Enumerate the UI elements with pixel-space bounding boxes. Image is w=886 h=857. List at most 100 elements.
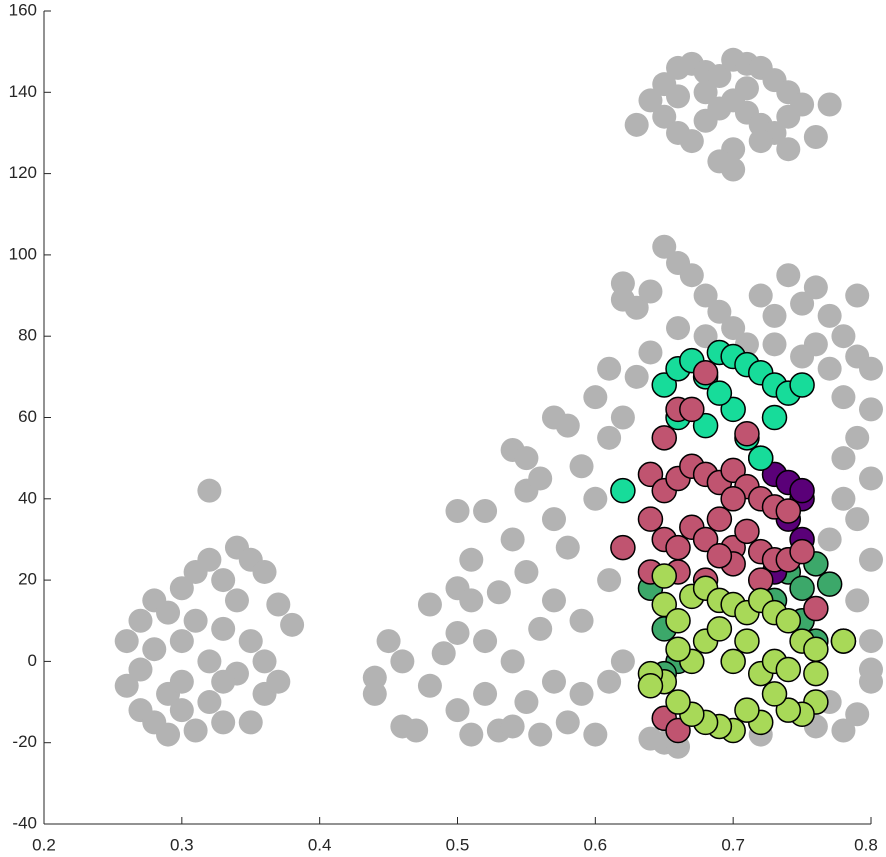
point [761, 681, 788, 707]
point [362, 681, 387, 706]
point [707, 299, 732, 324]
point [569, 681, 594, 706]
point [817, 303, 842, 328]
x-tick-label: 0.2 [32, 835, 56, 854]
point [775, 656, 802, 683]
point [211, 669, 236, 694]
point [831, 486, 856, 511]
point [845, 702, 870, 727]
point [789, 538, 815, 565]
point [803, 275, 828, 300]
point [789, 372, 815, 398]
x-tick-label: 0.3 [170, 835, 194, 854]
point [597, 425, 622, 450]
point [651, 425, 677, 451]
point [238, 629, 263, 654]
point [859, 356, 883, 381]
point [693, 80, 718, 105]
point [638, 726, 663, 751]
point [142, 637, 167, 662]
point [459, 547, 484, 572]
point [624, 364, 649, 389]
x-tick-label: 0.6 [584, 835, 608, 854]
point [266, 669, 291, 694]
point [183, 718, 208, 743]
y-tick-label: 120 [9, 163, 37, 182]
point [597, 356, 622, 381]
point [197, 547, 222, 572]
point [624, 295, 649, 320]
point [569, 608, 594, 633]
point [541, 669, 566, 694]
point [790, 344, 815, 369]
point [665, 534, 691, 561]
point [610, 649, 635, 674]
point [541, 588, 566, 613]
point [803, 595, 829, 622]
point [555, 710, 580, 735]
point [197, 649, 222, 674]
point [706, 506, 733, 532]
point [652, 234, 677, 259]
point [692, 360, 719, 386]
point [665, 636, 691, 662]
point [252, 649, 277, 674]
point [169, 669, 194, 694]
point [776, 104, 801, 129]
point [555, 413, 580, 438]
point [845, 507, 870, 532]
point [775, 697, 802, 723]
point [597, 669, 622, 694]
point [500, 527, 525, 552]
point [514, 559, 539, 584]
point [734, 76, 759, 101]
point [762, 332, 787, 357]
point [610, 534, 636, 561]
point [417, 592, 442, 617]
point [706, 380, 733, 406]
point [817, 527, 842, 552]
point [624, 112, 649, 137]
point [720, 396, 746, 423]
point [816, 571, 843, 597]
point [266, 592, 291, 617]
point [734, 628, 760, 654]
point [431, 641, 456, 666]
point [859, 547, 883, 572]
point [790, 291, 815, 316]
point [390, 649, 415, 674]
point [776, 263, 801, 288]
point [679, 263, 704, 288]
point [651, 563, 677, 589]
point [845, 425, 870, 450]
point [789, 477, 815, 504]
point [528, 722, 553, 747]
point [610, 477, 636, 504]
point [252, 559, 277, 584]
point [665, 608, 691, 634]
point [528, 466, 553, 491]
point [114, 629, 139, 654]
point [156, 722, 181, 747]
point [748, 283, 773, 308]
point [762, 303, 787, 328]
point [831, 385, 856, 410]
point [224, 588, 249, 613]
point [445, 620, 470, 645]
y-tick-label: -40 [12, 813, 37, 832]
point [514, 690, 539, 715]
point [211, 710, 236, 735]
point [692, 412, 719, 439]
point [693, 324, 718, 349]
point [679, 129, 704, 154]
y-tick-label: 100 [9, 244, 37, 263]
point [845, 283, 870, 308]
point [859, 629, 883, 654]
x-tick-label: 0.8 [854, 835, 878, 854]
y-tick-label: 40 [18, 488, 37, 507]
point [761, 404, 788, 431]
point [638, 88, 663, 113]
point [803, 125, 828, 150]
